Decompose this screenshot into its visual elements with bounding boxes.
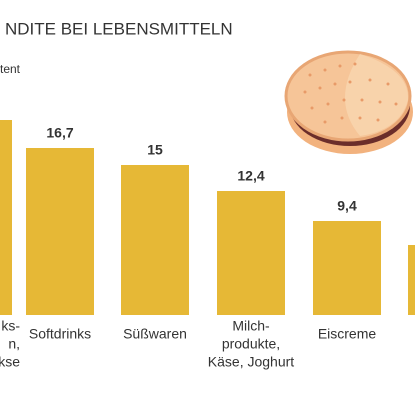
- category-label: Käse, Joghurt: [208, 354, 294, 370]
- category-label: n,: [8, 336, 20, 352]
- category-label: Süßwaren: [123, 326, 187, 342]
- category-label: produkte,: [222, 336, 280, 352]
- cookie-illustration: [284, 50, 413, 154]
- value-label: 9,4: [337, 198, 357, 214]
- value-label: 15: [147, 142, 163, 158]
- category-label: Eiscreme: [318, 326, 377, 342]
- bar: [26, 148, 94, 315]
- value-label: 16,7: [46, 125, 73, 141]
- category-label: ekse: [0, 354, 20, 370]
- value-label: 12,4: [237, 168, 264, 184]
- category-label: Softdrinks: [29, 326, 91, 342]
- bar: [217, 191, 285, 315]
- bar: [0, 120, 12, 315]
- cookie-shine: [345, 54, 409, 136]
- category-label: ks-: [1, 318, 20, 334]
- category-label: Milch-: [232, 318, 270, 334]
- chart-subtitle: tent: [0, 62, 21, 76]
- cookie-dots: [303, 62, 398, 124]
- bar: [313, 221, 381, 315]
- bar: [121, 165, 189, 315]
- bar: [408, 245, 415, 315]
- chart-title: NDITE BEI LEBENSMITTELN: [5, 19, 233, 38]
